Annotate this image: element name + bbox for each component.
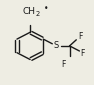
Text: S: S [54,41,59,50]
Text: F: F [62,60,66,69]
Text: F: F [79,32,83,41]
Text: •: • [44,5,48,14]
Text: CH: CH [23,7,36,16]
Text: 2: 2 [36,11,40,17]
Text: F: F [81,49,85,58]
